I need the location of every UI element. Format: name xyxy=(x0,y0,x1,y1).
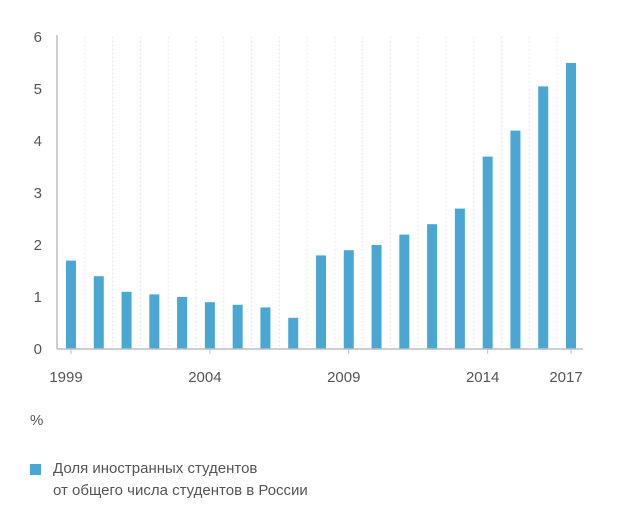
bar-2015 xyxy=(510,130,521,349)
x-tick-label: 2014 xyxy=(466,369,499,386)
axes xyxy=(56,35,583,354)
y-tick-label: 0 xyxy=(34,341,42,358)
y-tick-label: 1 xyxy=(34,289,42,306)
bar-2001 xyxy=(121,291,132,349)
y-tick-label: 5 xyxy=(34,81,42,98)
y-tick-label: 4 xyxy=(34,133,42,150)
legend-swatch xyxy=(30,464,41,475)
bar-2017 xyxy=(566,63,576,349)
bar-2012 xyxy=(427,224,438,349)
bar-2010 xyxy=(371,245,382,349)
bar-2002 xyxy=(149,294,160,349)
bar-2008 xyxy=(316,255,326,349)
bar-2007 xyxy=(288,317,299,349)
x-tick-label: 2004 xyxy=(188,369,221,386)
bar-2000 xyxy=(93,276,104,349)
legend-line-2: от общего числа студентов в России xyxy=(53,482,308,499)
gridlines xyxy=(84,37,558,349)
bar-2016 xyxy=(538,86,549,350)
bar-2005 xyxy=(232,304,243,349)
bar-2003 xyxy=(177,297,188,349)
x-tick-label: 1999 xyxy=(49,369,82,386)
legend: Доля иностранных студентов от общего чис… xyxy=(30,458,308,502)
bars xyxy=(66,63,576,350)
bar-chart: 0 1 2 3 4 5 6 1999 2004 2009 2014 2017 xyxy=(34,29,583,386)
unit-label: % xyxy=(30,412,44,429)
x-tick-label: 2017 xyxy=(549,369,582,386)
legend-line-1: Доля иностранных студентов xyxy=(53,460,258,477)
y-tick-label: 2 xyxy=(34,237,42,254)
legend-text: Доля иностранных студентов от общего чис… xyxy=(53,458,308,502)
bar-2009 xyxy=(343,250,354,349)
y-tick-label: 3 xyxy=(34,185,42,202)
bar-2011 xyxy=(399,234,410,349)
x-axis-tick-labels: 1999 2004 2009 2014 2017 xyxy=(49,369,582,386)
bar-2014 xyxy=(482,156,493,349)
x-tick-label: 2009 xyxy=(327,369,360,386)
y-axis-tick-labels: 0 1 2 3 4 5 6 xyxy=(34,29,42,358)
bar-2006 xyxy=(260,307,271,349)
bar-1999 xyxy=(66,260,76,349)
bar-2013 xyxy=(454,208,465,349)
bar-2004 xyxy=(204,302,215,349)
y-tick-label: 6 xyxy=(34,29,42,46)
